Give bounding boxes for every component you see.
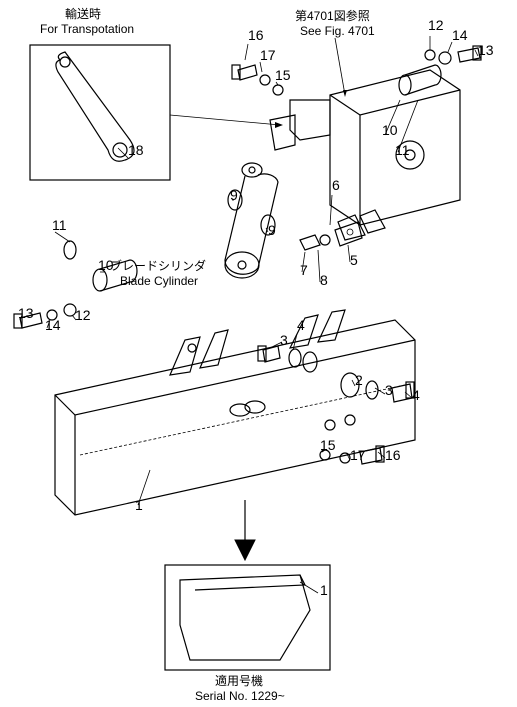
blade-label-en: Blade Cylinder	[120, 274, 198, 288]
callout-c4b: 4	[412, 387, 420, 403]
callout-c10b: 10	[98, 257, 114, 273]
pin-top-right	[385, 65, 441, 152]
serial-label-en: Serial No. 1229~	[195, 689, 285, 703]
callout-c2: 2	[355, 372, 363, 388]
callout-c14b: 14	[45, 317, 61, 333]
callout-c15b: 15	[320, 437, 336, 453]
transport-label-en: For Transpotation	[40, 22, 134, 36]
callout-c17b: 17	[350, 447, 366, 463]
callout-c16b: 16	[385, 447, 401, 463]
callout-c9b: 9	[268, 222, 276, 238]
callout-numbers: 1617151214131011189967851110131412432341…	[18, 17, 494, 598]
blade-detail-inset	[165, 565, 330, 670]
callout-c11b: 11	[52, 217, 67, 233]
housing-block	[270, 70, 460, 240]
callout-c6: 6	[332, 177, 340, 193]
blade-assembly	[55, 310, 415, 515]
callout-c10a: 10	[382, 122, 398, 138]
figref-en: See Fig. 4701	[300, 24, 375, 38]
blade-cylinder	[225, 163, 278, 278]
callout-c15a: 15	[275, 67, 291, 83]
callout-c1a: 1	[135, 497, 143, 513]
serial-label-jp: 適用号機	[215, 673, 263, 688]
transport-label-jp: 輸送時	[65, 6, 101, 21]
callout-c12a: 12	[428, 17, 444, 33]
callout-c5: 5	[350, 252, 358, 268]
callout-c9a: 9	[230, 187, 238, 203]
callout-c12b: 12	[75, 307, 91, 323]
callout-c7: 7	[300, 262, 308, 278]
callout-c14a: 14	[452, 27, 468, 43]
parts-diagram: 輸送時 For Transpotation 第4701図参照 See Fig. …	[0, 0, 517, 707]
callout-c3a: 3	[280, 332, 288, 348]
callout-c13a: 13	[478, 42, 494, 58]
figref-jp: 第4701図参照	[295, 8, 370, 23]
callout-c16a: 16	[248, 27, 264, 43]
detail-arrow	[235, 500, 255, 560]
callout-c17a: 17	[260, 47, 276, 63]
callout-c11a: 11	[395, 142, 410, 158]
transport-inset	[30, 45, 170, 180]
callout-c13b: 13	[18, 305, 34, 321]
callout-c4a: 4	[297, 317, 305, 333]
callout-c18: 18	[128, 142, 144, 158]
callout-c1b: 1	[320, 582, 328, 598]
blade-label-jp: ブレードシリンダ	[110, 258, 206, 273]
callout-c8: 8	[320, 272, 328, 288]
callout-c3b: 3	[385, 382, 393, 398]
